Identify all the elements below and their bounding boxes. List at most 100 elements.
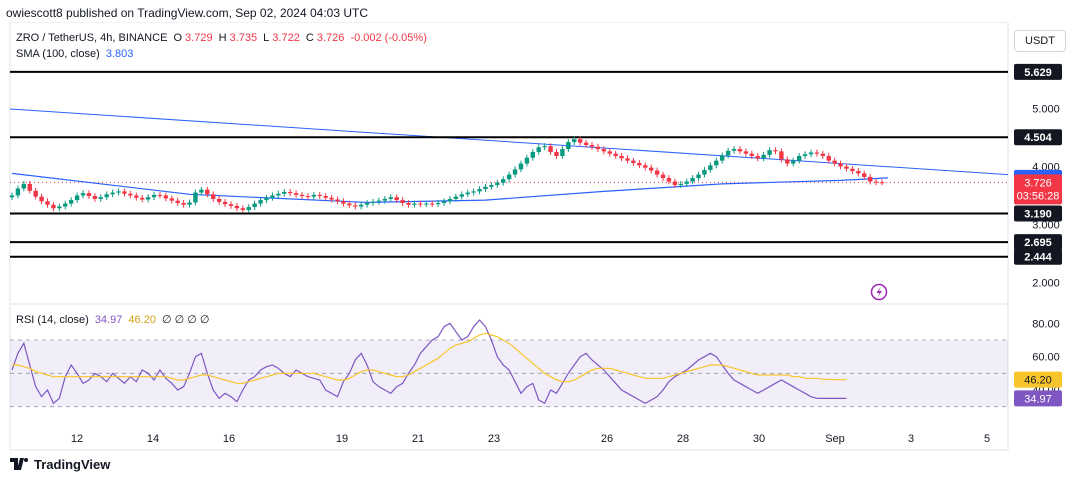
- candle: [447, 196, 453, 205]
- candle-body: [145, 197, 151, 200]
- time-tick-label: 23: [488, 433, 500, 445]
- candle-body: [128, 193, 133, 196]
- candle: [601, 146, 607, 155]
- candle: [702, 167, 707, 178]
- candle-body: [773, 150, 778, 152]
- candle-body: [276, 193, 281, 196]
- candle-body: [838, 163, 843, 167]
- candle: [862, 170, 867, 180]
- candle-body: [193, 192, 198, 203]
- price-pane[interactable]: 5.0004.0003.0002.0005.6294.5043.1902.695…: [9, 22, 1062, 451]
- price-tick-label: 3.000: [1032, 219, 1060, 231]
- candle: [589, 142, 595, 150]
- candle-body: [820, 153, 826, 156]
- candle: [134, 192, 139, 201]
- candle-body: [27, 183, 32, 191]
- candle: [430, 200, 435, 208]
- candle: [92, 193, 98, 202]
- candle: [808, 149, 814, 158]
- currency-button[interactable]: USDT: [1014, 30, 1066, 52]
- candle: [57, 203, 62, 212]
- candle-body: [21, 183, 27, 189]
- candle-body: [98, 197, 103, 199]
- candle: [767, 147, 772, 158]
- candle: [678, 180, 683, 188]
- candle: [566, 139, 571, 152]
- candle: [68, 197, 74, 207]
- candle: [666, 175, 672, 185]
- candle-body: [761, 154, 766, 159]
- lightning-icon[interactable]: [870, 283, 888, 301]
- candle: [879, 179, 885, 186]
- candle-body: [459, 194, 464, 197]
- candle-body: [601, 149, 607, 152]
- candle-body: [850, 168, 855, 172]
- candle: [317, 191, 322, 199]
- candle-body: [453, 196, 459, 199]
- candle-body: [495, 182, 500, 186]
- candle: [471, 188, 476, 196]
- candle-body: [696, 174, 701, 179]
- low-label: L: [263, 32, 270, 44]
- candle-body: [347, 203, 352, 206]
- candles: [9, 136, 885, 213]
- candle: [696, 171, 701, 181]
- candle: [554, 149, 559, 159]
- candle: [749, 150, 754, 159]
- candle: [708, 162, 713, 173]
- candle-body: [489, 185, 494, 187]
- price-and-rsi-chart[interactable]: 5.0004.0003.0002.0005.6294.5043.1902.695…: [0, 22, 1080, 456]
- rsi-ma-line: [12, 332, 847, 384]
- candle-body: [844, 166, 849, 169]
- symbol-name[interactable]: ZRO / TetherUS, 4h, BINANCE: [16, 32, 168, 44]
- candle-body: [536, 147, 541, 152]
- candle: [506, 171, 512, 183]
- candle: [175, 197, 180, 206]
- candle: [755, 153, 760, 162]
- candle-body: [329, 197, 334, 200]
- candle-body: [68, 200, 74, 204]
- footer-brand[interactable]: TradingView: [10, 454, 110, 473]
- candle-body: [394, 197, 399, 201]
- rsi-value: 34.97: [94, 314, 123, 326]
- candle-body: [299, 194, 305, 197]
- candle-body: [743, 151, 749, 154]
- candle: [181, 200, 186, 208]
- rsi-label[interactable]: RSI (14, close): [16, 314, 89, 326]
- candle: [542, 143, 547, 151]
- candle-body: [512, 169, 518, 175]
- candle-body: [684, 181, 689, 184]
- candle: [796, 153, 802, 164]
- candle-body: [583, 142, 589, 145]
- sma-label[interactable]: SMA (100, close): [16, 48, 100, 60]
- candle-body: [270, 195, 275, 198]
- candle-body: [240, 208, 246, 210]
- candle: [424, 200, 429, 208]
- candle: [33, 187, 38, 200]
- candle-body: [560, 149, 565, 156]
- candle: [613, 150, 618, 159]
- time-axis: 12 14 16 19 21 23 26 28 30 Sep 3 5: [71, 433, 990, 445]
- candle: [145, 194, 151, 203]
- candle: [779, 148, 784, 163]
- level-badge: [1014, 248, 1062, 265]
- candle-body: [116, 191, 121, 193]
- level-badge-label: 3.190: [1024, 208, 1052, 220]
- rsi-tick-label: 60.00: [1032, 352, 1060, 364]
- candle: [258, 197, 263, 207]
- candle: [791, 157, 796, 167]
- candle-body: [731, 149, 737, 151]
- candle: [512, 166, 518, 178]
- candle: [720, 152, 725, 164]
- candle-body: [424, 203, 429, 205]
- candle: [625, 155, 630, 164]
- candle-body: [483, 186, 488, 190]
- candle-body: [625, 158, 630, 161]
- candle-body: [234, 205, 240, 209]
- time-tick-label: 12: [71, 433, 83, 445]
- candle-body: [572, 139, 577, 143]
- candle-body: [708, 165, 713, 170]
- candle: [418, 200, 423, 208]
- candle: [80, 190, 86, 199]
